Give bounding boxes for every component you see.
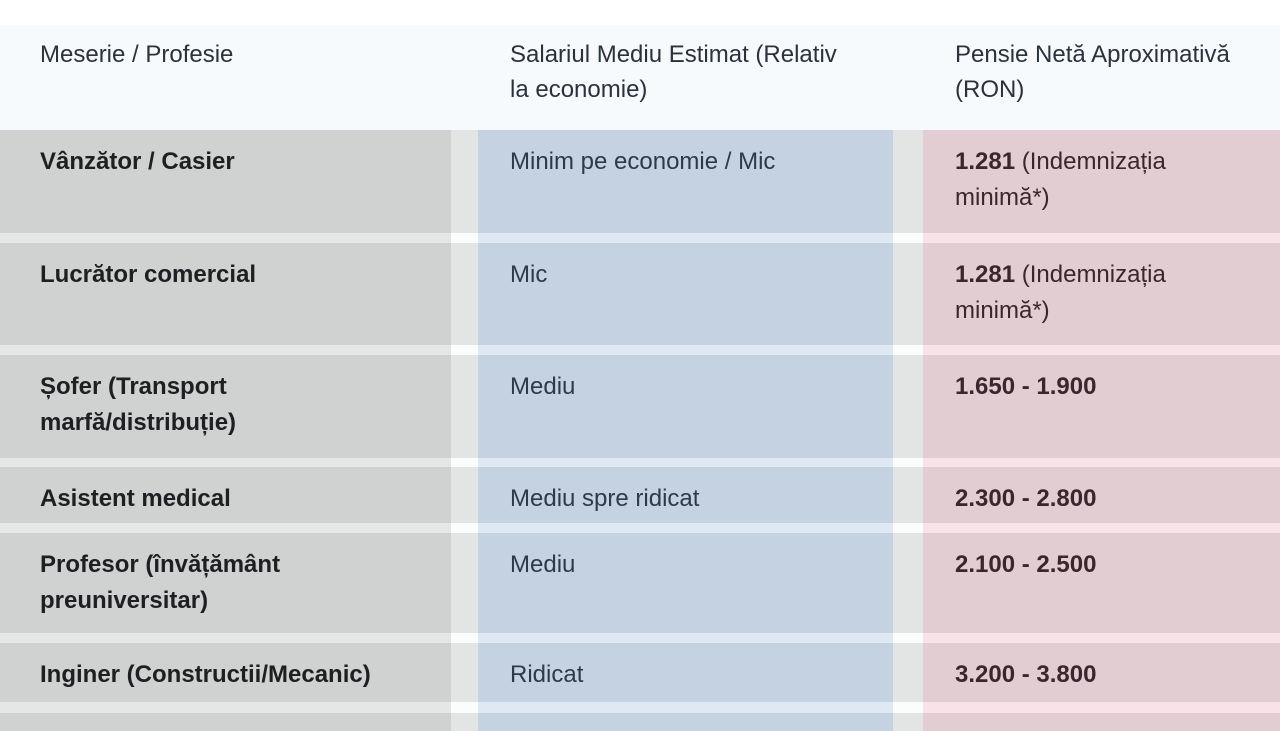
profession-cell (0, 713, 451, 731)
salary-cell: Ridicat (478, 643, 893, 702)
column-header-text: la economie) (510, 76, 648, 103)
salary-cell: Mediu spre ridicat (478, 467, 893, 523)
column-spacer (893, 355, 923, 458)
pension-value: 2.300 - 2.800 (955, 485, 1097, 512)
column-header-text: Salariul Mediu Estimat (Relativ (510, 41, 837, 68)
column-spacer (893, 533, 923, 633)
salary-text: Mic (510, 261, 548, 288)
salary-text: Ridicat (510, 661, 584, 688)
pension-cell: 1.281 (Indemnizația minimă*) (923, 243, 1280, 345)
column-spacer (893, 243, 923, 345)
column-spacer (451, 243, 478, 345)
pension-value: 1.650 - 1.900 (955, 373, 1097, 400)
row-gap (0, 345, 1280, 355)
profession-cell: Vânzător / Casier (0, 130, 451, 233)
column-spacer (451, 130, 478, 233)
pension-note: minimă*) (955, 297, 1050, 324)
profession-cell: Inginer (Constructii/Mecanic) (0, 643, 451, 702)
row-gap (0, 233, 1280, 243)
pension-cell: 3.200 - 3.800 (923, 643, 1280, 702)
row-gap (0, 523, 1280, 533)
column-header-pension: Pensie Netă Aproximativă (RON) (923, 25, 1280, 130)
pension-value: 1.281 (955, 261, 1016, 288)
pension-note: (Indemnizația (1021, 148, 1166, 175)
profession-text: Inginer (Constructii/Mecanic) (40, 661, 371, 688)
profession-text: Asistent medical (40, 485, 231, 512)
column-spacer (893, 25, 923, 130)
pension-note: (Indemnizația (1021, 261, 1166, 288)
row-gap (0, 458, 1280, 467)
profession-text: Șofer (Transport (40, 373, 227, 400)
column-spacer (451, 713, 478, 731)
salary-cell (478, 713, 893, 731)
column-header-salary: Salariul Mediu Estimat (Relativ la econo… (478, 25, 893, 130)
profession-text: Lucrător comercial (40, 261, 257, 288)
profession-cell: Profesor (învățământ preuniversitar) (0, 533, 451, 633)
column-header-profession: Meserie / Profesie (0, 25, 451, 130)
column-spacer (451, 643, 478, 702)
pension-value: 2.100 - 2.500 (955, 551, 1097, 578)
profession-text: Vânzător / Casier (40, 148, 235, 175)
column-spacer (893, 713, 923, 731)
salary-cell: Mediu (478, 533, 893, 633)
salary-cell: Minim pe economie / Mic (478, 130, 893, 233)
pension-cell: 1.650 - 1.900 (923, 355, 1280, 458)
pension-cell: 1.281 (Indemnizația minimă*) (923, 130, 1280, 233)
pension-cell: 2.100 - 2.500 (923, 533, 1280, 633)
salary-text: Mediu (510, 373, 576, 400)
column-spacer (451, 533, 478, 633)
column-spacer (451, 355, 478, 458)
row-gap (0, 702, 1280, 713)
pension-cell (923, 713, 1280, 731)
salary-cell: Mediu (478, 355, 893, 458)
column-spacer (893, 130, 923, 233)
salary-text: Mediu (510, 551, 576, 578)
salary-text: Minim pe economie / Mic (510, 148, 776, 175)
salary-cell: Mic (478, 243, 893, 345)
profession-text: marfă/distribuție) (40, 409, 237, 436)
profession-text: preuniversitar) (40, 587, 209, 614)
pension-note: minimă*) (955, 184, 1050, 211)
pension-cell: 2.300 - 2.800 (923, 467, 1280, 523)
column-header-text: Pensie Netă Aproximativă (955, 41, 1230, 68)
pension-value: 3.200 - 3.800 (955, 661, 1097, 688)
column-header-text: (RON) (955, 76, 1025, 103)
profession-cell: Asistent medical (0, 467, 451, 523)
column-spacer (451, 467, 478, 523)
profession-cell: Lucrător comercial (0, 243, 451, 345)
profession-cell: Șofer (Transport marfă/distribuție) (0, 355, 451, 458)
pension-value: 1.281 (955, 148, 1016, 175)
row-gap (0, 633, 1280, 643)
column-spacer (451, 25, 478, 130)
column-spacer (893, 643, 923, 702)
salary-text: Mediu spre ridicat (510, 485, 700, 512)
column-spacer (893, 467, 923, 523)
salary-pension-table: Meserie / Profesie Salariul Mediu Estima… (0, 25, 1280, 731)
profession-text: Profesor (învățământ (40, 551, 281, 578)
column-header-text: Meserie / Profesie (40, 41, 234, 68)
